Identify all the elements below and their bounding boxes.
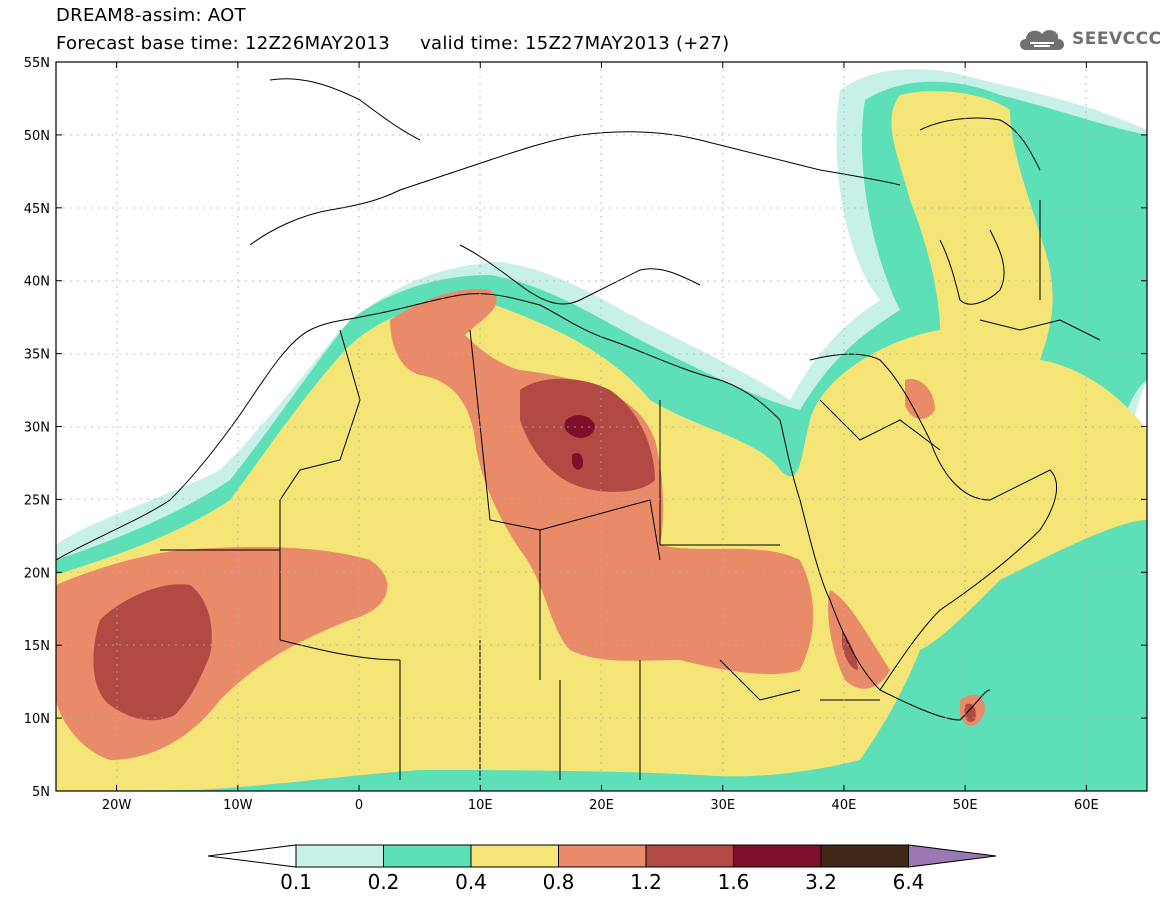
lon-tick-label: 30E [710,798,735,813]
lon-tick-label: 20W [102,798,132,813]
aot-band-1.6 [564,415,595,470]
lon-tick-label: 20E [589,798,614,813]
lat-tick-label: 45N [24,202,50,217]
aot-band-1.2 [93,378,976,723]
legend-label: 6.4 [893,870,925,894]
legend-swatch [470,844,559,868]
legend-label: 0.4 [455,870,487,894]
lat-tick-label: 25N [24,493,50,508]
coastlines [56,78,1101,780]
lat-tick-label: 35N [24,348,50,363]
longitude-axis: 20W 10W 0 10E 20E 30E 40E 50E 60E [102,62,1099,813]
color-legend: 0.1 0.2 0.4 0.8 1.2 1.6 3.2 6.4 [207,844,997,894]
lon-tick-label: 50E [953,798,978,813]
legend-swatch [295,844,384,868]
lon-tick-label: 40E [832,798,857,813]
lon-tick-label: 10W [223,798,253,813]
lat-tick-label: 30N [24,421,50,436]
lat-tick-label: 55N [24,56,50,71]
legend-label: 1.2 [630,870,662,894]
legend-label: 0.2 [368,870,400,894]
legend-swatch [733,844,822,868]
legend-label: 0.1 [280,870,312,894]
latitude-axis: 55N 50N 45N 40N 35N 30N 25N 20N 15N 10N 5N [24,56,1147,800]
legend-swatch [558,844,647,868]
legend-swatch [383,844,472,868]
legend-label: 0.8 [543,870,575,894]
legend-swatch [820,844,909,868]
legend-label: 3.2 [805,870,837,894]
lat-tick-label: 5N [32,785,50,800]
seevccc-logo: SEEVCCC [1016,22,1162,56]
graticule [56,62,1147,791]
lat-tick-label: 50N [24,129,50,144]
lat-tick-label: 20N [24,566,50,581]
lon-tick-label: 60E [1074,798,1099,813]
aot-field [56,62,1147,791]
legend-arrow-high [908,844,997,868]
lon-tick-label: 10E [468,798,493,813]
lat-tick-label: 15N [24,639,50,654]
forecast-time-line: Forecast base time: 12Z26MAY2013 valid t… [56,33,730,54]
legend-label: 1.6 [718,870,750,894]
lon-tick-label: 0 [355,798,363,813]
lat-tick-label: 40N [24,275,50,290]
cloud-icon [1020,30,1064,50]
legend-swatch [645,844,734,868]
lat-tick-label: 10N [24,712,50,727]
legend-arrow-low [207,844,297,868]
logo-text: SEEVCCC [1072,29,1162,49]
chart-title: DREAM8-assim: AOT [56,5,246,26]
